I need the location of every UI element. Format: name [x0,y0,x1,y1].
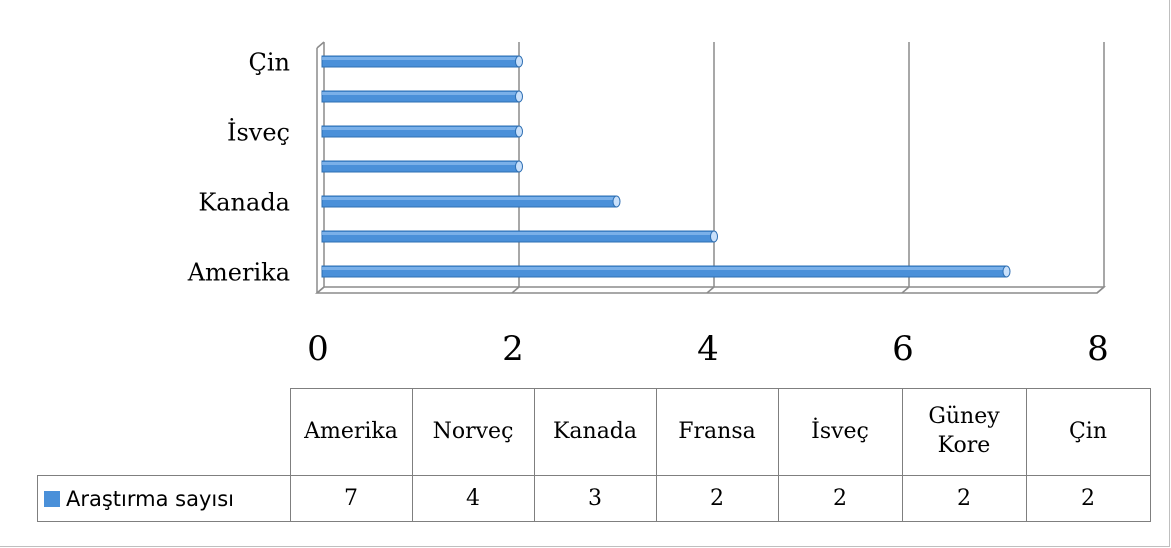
data-table-category-text: Kore [937,433,991,458]
gridline-foot [316,286,325,294]
bar-end-cap [515,55,523,68]
data-table-value: 4 [411,475,535,522]
bar-highlight [322,162,519,165]
bar-end-cap [1002,265,1011,278]
x-tick-layer: 0 2 4 6 8 [307,329,1109,369]
gridline-foot [901,286,910,294]
x-tick-label: 4 [697,329,719,369]
data-table-value: 2 [777,475,903,522]
data-table-category-cin: Çin [1025,388,1151,476]
data-table-category-kanada: Kanada [533,388,657,476]
bar-end-cap [515,125,523,138]
category-label-layer: Amerika Kanada İsveç Çin [187,49,290,287]
data-table-category-amerika: Amerika [289,388,413,476]
data-table-category-text: Fransa [678,418,756,444]
data-table: Amerika Norveç Kanada Fransa İsveç Güney… [37,388,1151,522]
legend-swatch [44,490,60,507]
gridline-foot [1096,286,1105,294]
gridline-foot [706,286,715,294]
legend-label: Araştırma sayısı [66,486,234,511]
data-table-value: 2 [1025,475,1151,522]
category-label: Çin [249,49,291,77]
bar-highlight [322,92,519,95]
x-tick-label: 6 [892,329,914,369]
data-table-corner [38,389,291,476]
bar-highlight [322,197,617,200]
data-table-value: 7 [289,475,413,522]
bar-end-cap [515,160,523,173]
gridline-foot [511,286,520,294]
data-table-category-text: Kanada [552,418,638,444]
data-table-category-text: Güney [928,404,1000,430]
bar-highlight [322,57,519,60]
bar-highlight [322,127,519,130]
x-tick-label: 0 [307,329,329,369]
data-table-category-text: Norveç [432,418,514,444]
data-table-category-fransa: Fransa [655,388,779,476]
bar-end-cap [515,90,523,103]
category-label: Kanada [198,189,290,217]
data-table-category-guney-kore: Güney Kore [901,388,1027,476]
bar-layer [321,55,1011,278]
data-table-category-text: İsveç [811,418,869,444]
bar-highlight [322,232,714,235]
data-table-category-text: Çin [1068,418,1108,444]
data-table-value: 2 [655,475,779,522]
data-table-category-norvec: Norveç [411,388,535,476]
legend-entry: Araştırma sayısı [37,475,291,522]
x-tick-label: 2 [502,329,524,369]
category-label: İsveç [227,118,290,147]
bar-highlight [322,267,1007,270]
data-table-value: 2 [901,475,1027,522]
data-table-category-isvec: İsveç [777,388,903,476]
x-tick-label: 8 [1087,329,1109,369]
bar-end-cap [710,230,718,243]
data-table-category-text: Amerika [304,418,398,444]
data-table-header-row: Amerika Norveç Kanada Fransa İsveç Güney… [38,388,1151,476]
data-table-values-row: Araştırma sayısı 7 4 3 2 2 2 2 [37,475,1151,522]
bar-end-cap [612,195,621,208]
category-label: Amerika [187,259,290,287]
chart-wall-edge-top [316,41,325,49]
data-table-value: 3 [533,475,657,522]
